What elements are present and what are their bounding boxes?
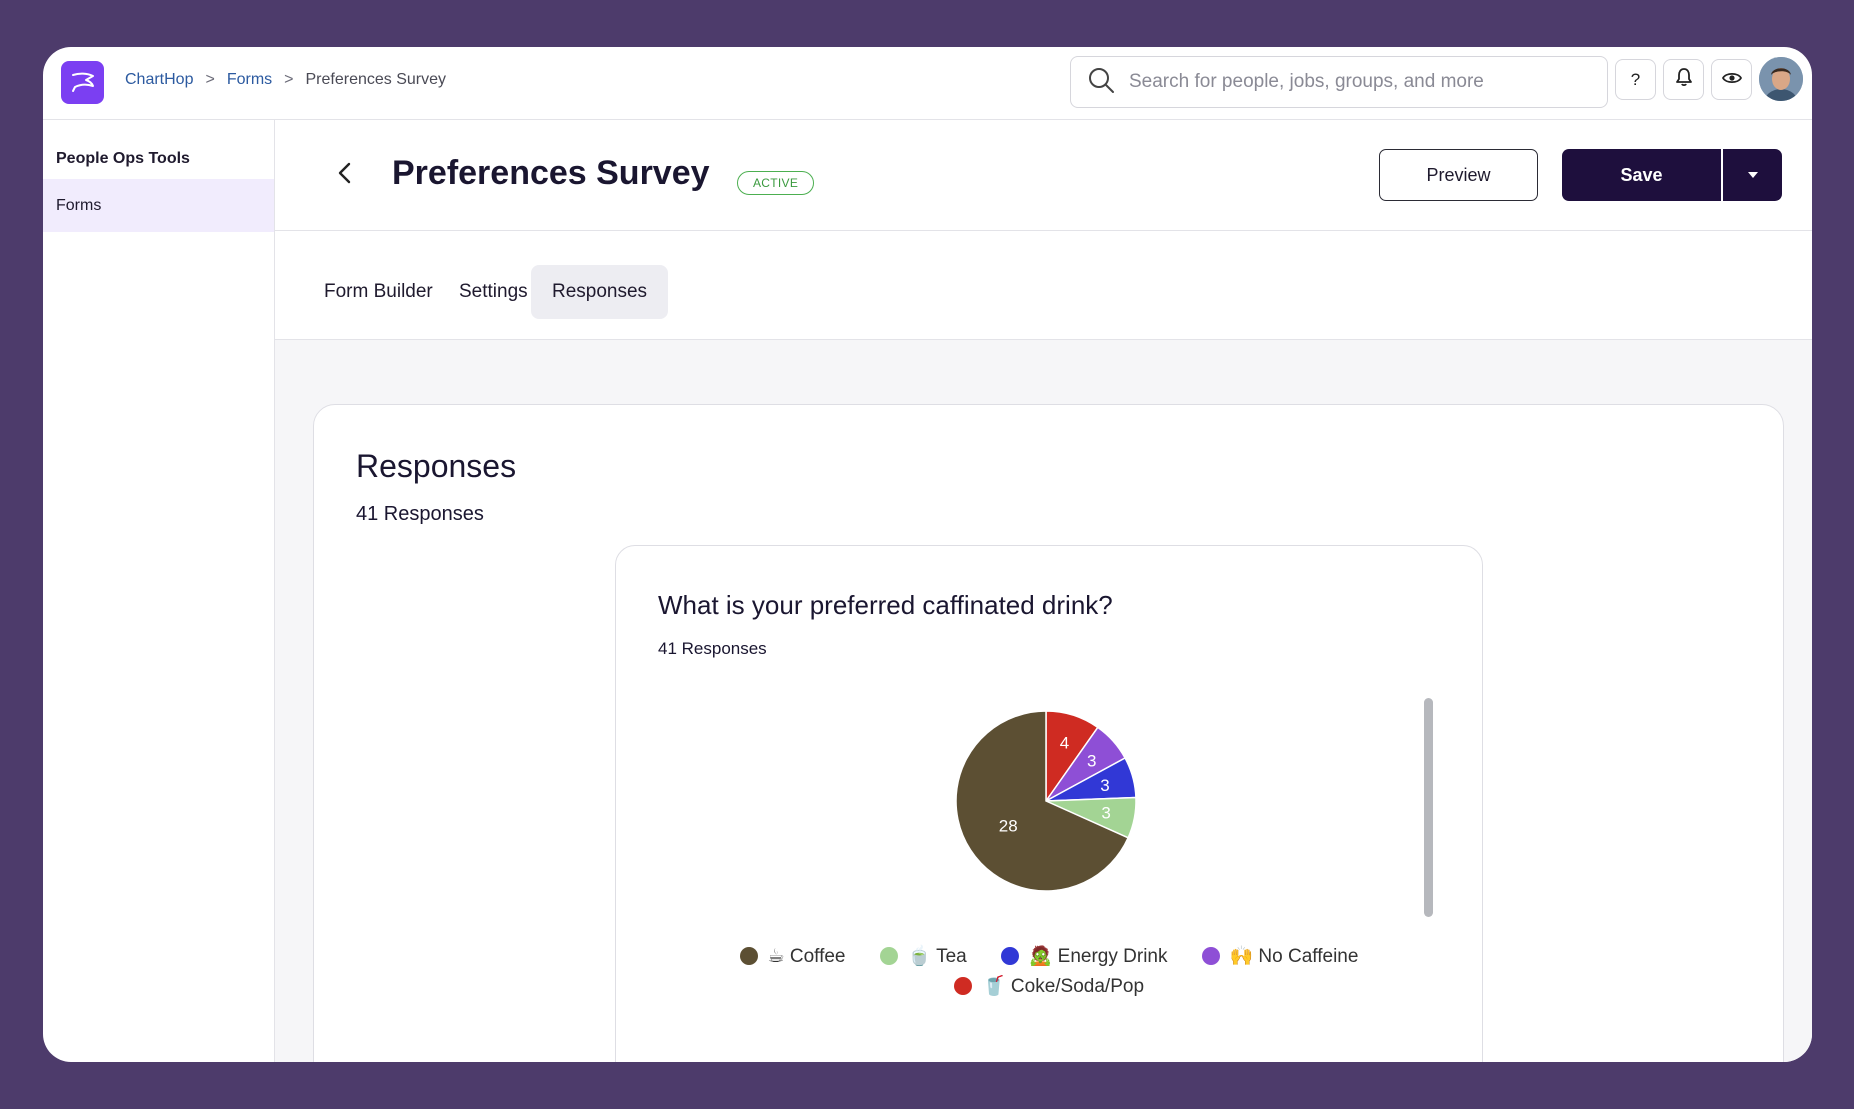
legend-swatch xyxy=(953,977,972,995)
legend-item[interactable]: 🧟 Energy Drink xyxy=(1000,944,1168,968)
back-button[interactable] xyxy=(330,158,360,188)
legend-label: 🧟 Energy Drink xyxy=(1028,946,1168,967)
breadcrumb: ChartHop > Forms > Preferences Survey xyxy=(125,71,446,89)
sidebar-item-forms[interactable]: Forms xyxy=(43,179,274,232)
notifications-button[interactable] xyxy=(1663,59,1704,100)
pie-slice-value-label: 3 xyxy=(1100,776,1109,795)
save-options-button[interactable] xyxy=(1723,149,1782,201)
breadcrumb-separator: > xyxy=(284,71,294,88)
preview-button[interactable]: Preview xyxy=(1379,149,1538,201)
eye-icon xyxy=(1721,70,1742,90)
pie-slice-value-label: 28 xyxy=(999,816,1018,835)
page-title: Preferences Survey xyxy=(392,154,710,192)
search-icon xyxy=(1087,66,1115,99)
chevron-left-icon xyxy=(338,162,351,184)
sidebar: People Ops Tools Forms xyxy=(43,119,275,1062)
app-window: ChartHop > Forms > Preferences Survey ? xyxy=(43,47,1812,1062)
top-bar: ChartHop > Forms > Preferences Survey ? xyxy=(43,47,1812,120)
responses-count: 41 Responses xyxy=(356,503,484,525)
legend-item[interactable]: ☕ Coffee xyxy=(739,945,846,968)
breadcrumb-current: Preferences Survey xyxy=(305,71,447,88)
content-area: Responses 41 Responses What is your pref… xyxy=(275,340,1812,1062)
legend-item[interactable]: 🙌 No Caffeine xyxy=(1201,944,1359,968)
legend-label: 🍵 Tea xyxy=(907,946,967,967)
bell-icon xyxy=(1675,67,1693,92)
caret-down-icon xyxy=(1747,172,1758,178)
search-input[interactable] xyxy=(1127,70,1591,94)
legend-row: ☕ Coffee 🍵 Tea 🧟 Energy Drink 🙌 No Caffeine xyxy=(616,941,1482,971)
tab-settings[interactable]: Settings xyxy=(459,281,528,302)
legend-label: ☕ Coffee xyxy=(767,945,846,967)
help-icon: ? xyxy=(1630,69,1641,89)
pie-slice-value-label: 4 xyxy=(1060,734,1069,753)
search-bar[interactable] xyxy=(1070,56,1608,108)
pie-slice-value-label: 3 xyxy=(1087,751,1096,770)
legend-swatch xyxy=(1201,947,1220,965)
legend-swatch xyxy=(739,947,758,965)
pie-slice[interactable] xyxy=(955,710,1130,892)
legend-item[interactable]: 🍵 Tea xyxy=(879,944,967,968)
responses-card: Responses 41 Responses What is your pref… xyxy=(313,404,1784,1062)
tab-bar: Form Builder Settings Responses xyxy=(275,231,1812,340)
save-button[interactable]: Save xyxy=(1562,149,1721,201)
user-avatar[interactable] xyxy=(1759,57,1803,101)
legend-swatch xyxy=(879,947,898,965)
legend-row: 🥤 Coke/Soda/Pop xyxy=(616,971,1482,1001)
sidebar-title: People Ops Tools xyxy=(56,150,190,167)
breadcrumb-separator: > xyxy=(205,71,215,88)
chart-legend: ☕ Coffee 🍵 Tea 🧟 Energy Drink 🙌 No Caffeine… xyxy=(616,941,1482,1001)
pie-slice-value-label: 3 xyxy=(1101,804,1110,823)
help-button[interactable]: ? xyxy=(1615,59,1656,100)
charthop-logo-icon[interactable] xyxy=(61,61,104,104)
breadcrumb-root-link[interactable]: ChartHop xyxy=(125,71,194,88)
status-badge: ACTIVE xyxy=(737,171,815,195)
question-response-count: 41 Responses xyxy=(658,639,767,658)
tab-responses[interactable]: Responses xyxy=(531,265,669,319)
view-as-button[interactable] xyxy=(1711,59,1752,100)
legend-item[interactable]: 🥤 Coke/Soda/Pop xyxy=(953,974,1145,998)
responses-title: Responses xyxy=(356,448,517,484)
question-card: What is your preferred caffinated drink?… xyxy=(615,545,1483,1062)
question-title: What is your preferred caffinated drink? xyxy=(658,590,1113,620)
sidebar-item-label: Forms xyxy=(56,196,102,214)
legend-label: 🥤 Coke/Soda/Pop xyxy=(981,976,1145,997)
tab-form-builder[interactable]: Form Builder xyxy=(324,281,433,302)
breadcrumb-forms-link[interactable]: Forms xyxy=(226,71,273,88)
page-header: Preferences Survey ACTIVE Preview Save xyxy=(275,120,1812,231)
legend-label: 🙌 No Caffeine xyxy=(1229,946,1359,967)
legend-swatch xyxy=(1000,947,1019,965)
chart-scrollbar[interactable] xyxy=(1424,698,1433,917)
